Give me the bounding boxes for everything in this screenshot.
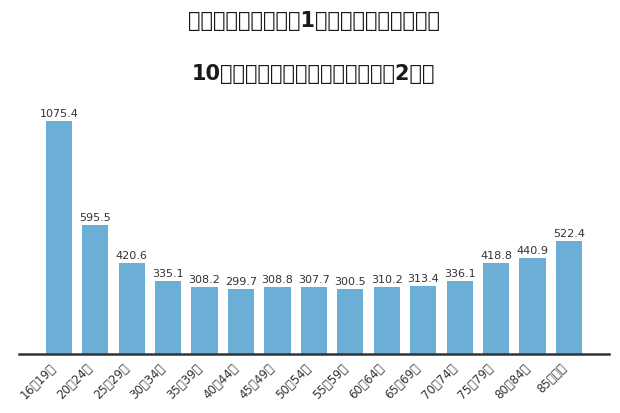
Text: 418.8: 418.8: [480, 251, 512, 261]
Bar: [192, 287, 218, 354]
Bar: [410, 286, 436, 354]
Bar: [46, 121, 72, 354]
Bar: [118, 263, 145, 354]
Bar: [228, 289, 254, 354]
Bar: [446, 281, 473, 354]
Bar: [337, 289, 363, 354]
Text: 336.1: 336.1: [444, 269, 476, 279]
Text: 420.6: 420.6: [116, 251, 148, 261]
Bar: [374, 287, 400, 354]
Title: 原付以上運転者（第1当事者）の免許保有者

10万人当たり交通事故件数（令和2年）: 原付以上運転者（第1当事者）の免許保有者 10万人当たり交通事故件数（令和2年）: [188, 11, 440, 84]
Bar: [556, 241, 582, 354]
Text: 335.1: 335.1: [153, 269, 184, 279]
Text: 307.7: 307.7: [298, 275, 330, 285]
Text: 522.4: 522.4: [553, 228, 585, 239]
Text: 595.5: 595.5: [79, 213, 111, 223]
Text: 313.4: 313.4: [407, 274, 439, 284]
Text: 310.2: 310.2: [371, 275, 402, 285]
Bar: [301, 287, 327, 354]
Bar: [82, 225, 108, 354]
Text: 300.5: 300.5: [335, 277, 366, 287]
Bar: [155, 281, 181, 354]
Text: 308.8: 308.8: [262, 275, 293, 285]
Bar: [520, 259, 546, 354]
Bar: [483, 263, 509, 354]
Text: 1075.4: 1075.4: [40, 109, 78, 119]
Bar: [264, 287, 291, 354]
Text: 308.2: 308.2: [188, 275, 221, 285]
Text: 299.7: 299.7: [225, 277, 257, 287]
Text: 440.9: 440.9: [516, 246, 549, 256]
